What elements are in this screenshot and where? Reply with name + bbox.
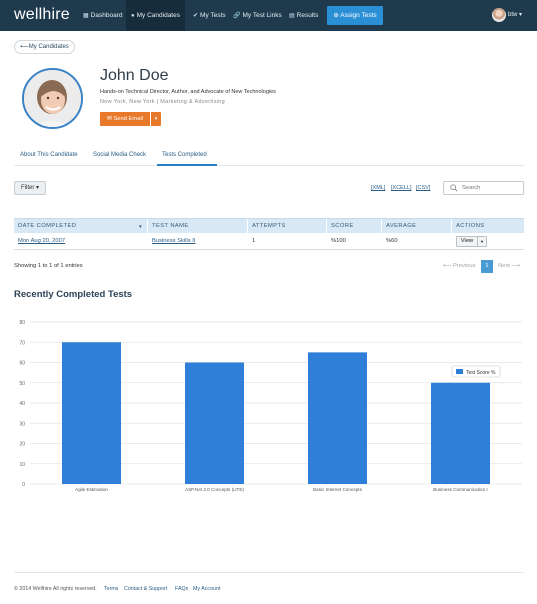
test-name-link[interactable]: Business Skills II [152, 238, 196, 244]
sort-desc-icon: ▼ [138, 224, 143, 229]
export-csv-link[interactable]: [CSV] [416, 185, 431, 191]
footer-terms-link[interactable]: Terms [104, 586, 119, 592]
footer-copyright: © 2014 Wellhire All rights reserved. [14, 586, 97, 592]
filter-button[interactable]: Filter ▾ [14, 181, 46, 195]
pagination-previous[interactable]: ⟵ Previous [443, 263, 476, 269]
export-xml-link[interactable]: [XML] [371, 185, 386, 191]
legend-box [451, 365, 501, 378]
caret-down-icon: ▼ [153, 116, 159, 121]
x-tick-label: Business Communication I [433, 487, 487, 492]
y-tick-label: 50 [19, 381, 25, 387]
col-average[interactable]: AVERAGE [382, 219, 452, 234]
bar [308, 352, 367, 484]
top-navbar: wellhire ▦ Dashboard ● My Candidates ✔ My T… [0, 0, 537, 31]
arrow-left-icon: ⟵ [443, 263, 452, 269]
caret-down-icon: ▼ [480, 239, 484, 244]
col-test-name[interactable]: TEST NAME [148, 219, 248, 234]
legend-swatch [456, 369, 463, 374]
footer-faqs-link[interactable]: FAQs [175, 586, 189, 592]
legend-label: Test Score % [466, 370, 496, 376]
bar-chart-icon: ▤ [289, 13, 295, 19]
candidate-name: John Doe [100, 67, 169, 84]
profile-portrait-icon [24, 70, 81, 127]
tab-tests-completed[interactable]: Tests Completed [162, 152, 207, 158]
back-to-candidates-button[interactable]: ⟵My Candidates [14, 40, 75, 54]
y-tick-label: 60 [19, 361, 25, 367]
footer-divider [14, 572, 524, 573]
footer-contact-link[interactable]: Contact & Support [124, 586, 168, 592]
footer-account-link[interactable]: My Account [193, 586, 221, 592]
col-attempts[interactable]: ATTEMPTS [248, 219, 327, 234]
tabs-divider [14, 165, 524, 166]
cell-average: %60 [386, 238, 398, 244]
send-email-button[interactable]: ✉ Send Email [100, 112, 150, 126]
nav-my-candidates[interactable]: ● My Candidates [126, 0, 185, 31]
y-tick-label: 0 [22, 482, 25, 488]
tab-social-media-check[interactable]: Social Media Check [93, 152, 147, 158]
search-placeholder: Search [462, 185, 481, 191]
y-tick-label: 80 [19, 320, 25, 326]
cell-attempts: 1 [252, 238, 256, 244]
nav-my-tests[interactable]: ✔ My Tests [193, 0, 226, 31]
check-icon: ✔ [193, 13, 199, 19]
y-tick-label: 10 [19, 462, 25, 468]
arrow-left-icon: ⟵ [20, 44, 29, 50]
tab-about-candidate[interactable]: About This Candidate [20, 152, 78, 158]
y-tick-label: 70 [19, 340, 25, 346]
bar [185, 362, 244, 484]
candidate-photo [22, 68, 83, 129]
candidate-location: New York, New York | Marketing & Adverti… [100, 99, 225, 105]
pagination-next[interactable]: Next ⟶ [498, 263, 520, 269]
col-date-completed[interactable]: DATE COMPLETED ▼ [14, 219, 148, 234]
nav-dashboard[interactable]: ▦ Dashboard [83, 0, 122, 31]
col-actions: ACTIONS [456, 223, 485, 229]
active-tab-indicator [157, 164, 217, 166]
search-input[interactable]: Search [443, 181, 524, 195]
y-tick-label: 30 [19, 421, 25, 427]
plus-circle-icon: ⊕ [333, 12, 339, 19]
date-link[interactable]: Mon Aug 20, 2007 [18, 238, 66, 244]
chart-section-title: Recently Completed Tests [14, 289, 133, 300]
entries-summary: Showing 1 to 1 of 1 entries [14, 263, 83, 269]
export-xcell-link[interactable]: [XCELL] [391, 185, 412, 191]
candidate-tagline: Hands-on Technical Director, Author, and… [100, 89, 276, 95]
view-dropdown[interactable]: ▼ [477, 236, 487, 247]
recent-tests-chart: 0 10 20 30 40 50 60 70 80 Agile Estimation ASP.Net… [19, 320, 522, 492]
table-row: Mon Aug 20, 2007 Business Skills II 1 %1… [14, 233, 524, 250]
caret-down-icon: ▾ [519, 12, 523, 18]
users-icon: ● [131, 13, 135, 19]
x-tick-label: Agile Estimation [75, 487, 108, 492]
cell-test: Business Skills II [148, 233, 196, 250]
bar [431, 382, 490, 484]
search-icon [450, 184, 458, 192]
cell-date: Mon Aug 20, 2007 [14, 233, 65, 250]
y-tick-label: 20 [19, 442, 25, 448]
col-score[interactable]: SCORE [327, 219, 382, 234]
grid-icon: ▦ [83, 13, 89, 19]
nav-results[interactable]: ▤ Results [289, 0, 318, 31]
x-tick-label: Basic Internet Concepts [313, 487, 362, 492]
nav-my-test-links[interactable]: 🔗 My Test Links [233, 0, 282, 31]
results-table-header: DATE COMPLETED ▼ TEST NAME ATTEMPTS SCOR… [14, 218, 524, 234]
brand-logo[interactable]: wellhire [14, 6, 70, 23]
x-tick-label: ASP.Net 2.0 Concepts (UTE) [185, 487, 244, 492]
bar [62, 342, 121, 484]
envelope-icon: ✉ [106, 116, 112, 122]
send-email-dropdown[interactable]: ▼ [151, 112, 161, 126]
arrow-right-icon: ⟶ [511, 263, 520, 269]
user-avatar[interactable] [492, 8, 506, 22]
link-icon: 🔗 [233, 13, 241, 19]
pagination-page-1[interactable]: 1 [481, 260, 493, 273]
user-menu[interactable]: btw ▾ [508, 12, 523, 18]
view-button[interactable]: View [456, 236, 478, 247]
cell-score: %100 [331, 238, 346, 244]
caret-down-icon: ▾ [36, 185, 40, 191]
y-tick-label: 40 [19, 401, 25, 407]
assign-tests-button[interactable]: ⊕ Assign Tests [327, 6, 383, 25]
